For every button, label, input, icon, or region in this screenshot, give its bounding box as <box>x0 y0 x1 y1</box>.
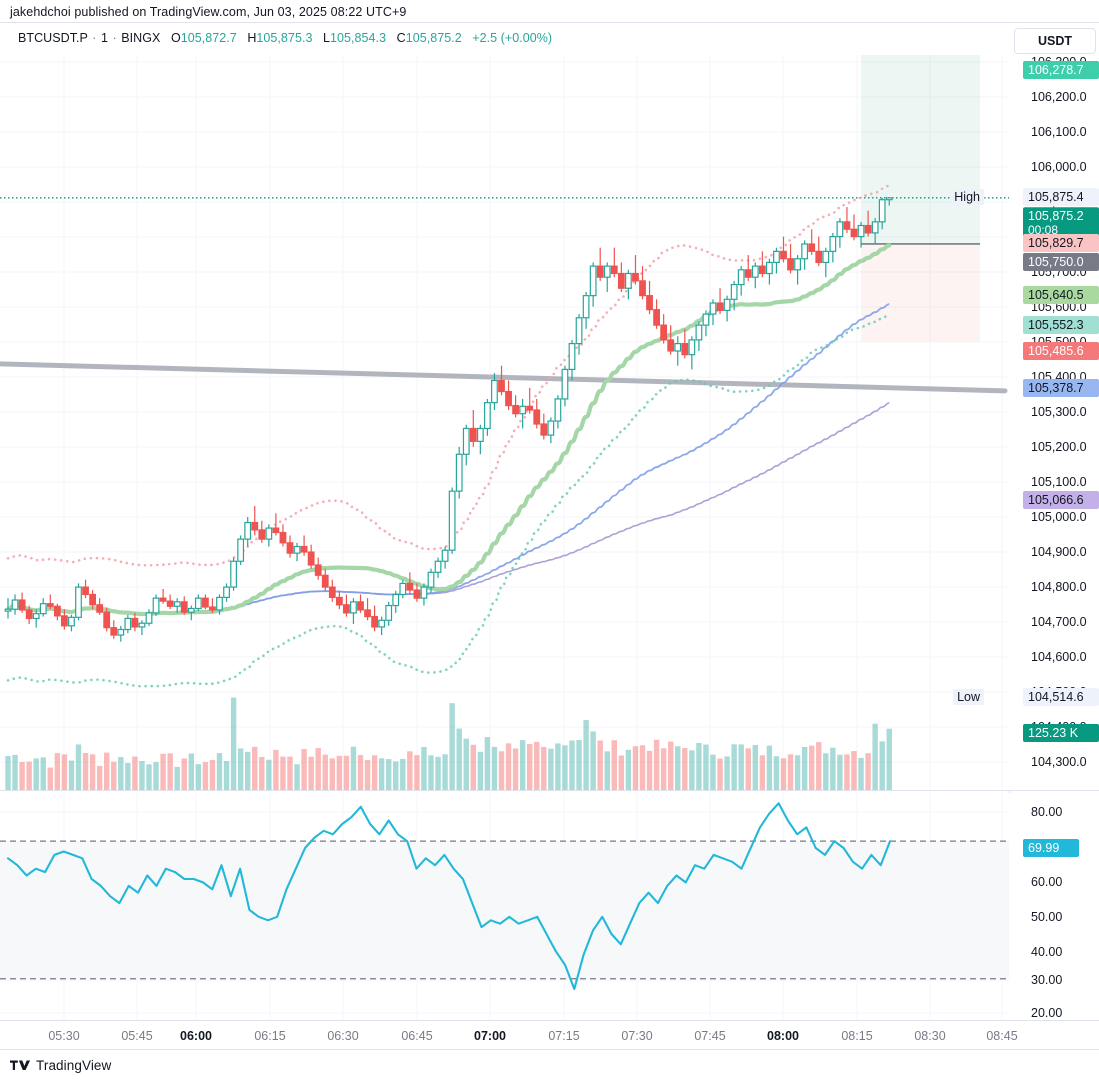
ma-purple-line <box>7 402 890 615</box>
time-tick-label: 07:30 <box>621 1029 653 1043</box>
price-chart-canvas[interactable] <box>0 55 1009 790</box>
legend-separator-1: · <box>92 31 97 45</box>
take-profit-tag[interactable]: 106,278.7 <box>1023 61 1099 79</box>
chart-legend[interactable]: BTCUSDT.P · 1 · BINGX O105,872.7 H105,87… <box>18 31 552 45</box>
rsi-tick-label: 80.00 <box>1031 805 1063 819</box>
price-tick-label: 106,000.0 <box>1031 160 1087 174</box>
ma-blue-tag[interactable]: 105,378.7 <box>1023 379 1099 397</box>
legend-open-value: 105,872.7 <box>180 31 237 45</box>
ma-purple-tag[interactable]: 105,066.6 <box>1023 491 1099 509</box>
high-marker-label: High <box>950 189 984 205</box>
legend-exchange: BINGX <box>121 31 161 45</box>
time-scale[interactable]: 05:30 05:45 06:00 06:15 06:30 06:45 07:00 07:15… <box>0 1020 1099 1050</box>
time-tick-label: 07:15 <box>548 1029 580 1043</box>
currency-unit-label: USDT <box>1014 28 1096 54</box>
lower-band-tag[interactable]: 105,552.3 <box>1023 316 1099 334</box>
rsi-tick-label: 50.00 <box>1031 910 1063 924</box>
volume-tag[interactable]: 125.23 K <box>1023 724 1099 742</box>
price-tick-label: 104,300.0 <box>1031 755 1087 769</box>
legend-high-value: 105,875.3 <box>256 31 313 45</box>
time-tick-label: 06:15 <box>254 1029 286 1043</box>
time-tick-label: 06:30 <box>327 1029 359 1043</box>
rsi-tick-label: 30.00 <box>1031 973 1063 987</box>
last-price-tag-countdown: 00:08 <box>1028 223 1059 238</box>
time-tick-label: 08:45 <box>986 1029 1018 1043</box>
legend-open-label: O <box>170 31 181 45</box>
rsi-tick-label: 60.00 <box>1031 875 1063 889</box>
high-value-tag[interactable]: 105,875.4 <box>1023 188 1099 206</box>
time-tick-label: 07:00 <box>474 1029 506 1043</box>
legend-low-value: 105,854.3 <box>330 31 387 45</box>
low-marker-label: Low <box>953 689 984 705</box>
price-tick-label: 106,200.0 <box>1031 90 1087 104</box>
legend-interval[interactable]: 1 <box>100 31 108 45</box>
tradingview-logo-icon <box>10 1060 30 1070</box>
trendline-resistance[interactable] <box>0 361 1008 394</box>
rsi-value-tag[interactable]: 69.99 <box>1023 839 1079 857</box>
legend-change: +2.5 (+0.00%) <box>472 31 553 45</box>
last-price-tag[interactable]: 105,875.2 00:08 <box>1023 207 1099 240</box>
rsi-band-fill <box>0 841 1009 979</box>
price-tick-label: 105,000.0 <box>1031 510 1087 524</box>
price-tick-label: 105,300.0 <box>1031 405 1087 419</box>
price-chart-pane[interactable] <box>0 55 1009 790</box>
legend-low-label: L <box>323 31 331 45</box>
rsi-scale[interactable]: 80.00 60.00 50.00 40.00 30.00 20.00 69.99 <box>1009 793 1099 1020</box>
legend-close-value: 105,875.2 <box>405 31 462 45</box>
price-scale[interactable]: USDT 106,300.0106,200.0106,100.0106,000.… <box>1009 28 1099 790</box>
time-tick-label: 06:00 <box>180 1029 212 1043</box>
stop-loss-tag[interactable]: 105,485.6 <box>1023 342 1099 360</box>
rsi-indicator-pane[interactable] <box>0 793 1009 1020</box>
price-tick-label: 105,100.0 <box>1031 475 1087 489</box>
long-position-tool[interactable] <box>861 55 980 342</box>
time-tick-label: 08:00 <box>767 1029 799 1043</box>
legend-symbol[interactable]: BTCUSDT.P <box>18 31 88 45</box>
rsi-line[interactable] <box>6 802 892 991</box>
last-price-tag-price: 105,875.2 <box>1028 209 1084 224</box>
time-axis-bottom-border <box>0 1049 1099 1050</box>
rsi-tick-label: 40.00 <box>1031 945 1063 959</box>
time-tick-label: 05:30 <box>48 1029 80 1043</box>
upper-band-tag[interactable]: 105,829.7 <box>1023 234 1099 252</box>
candlestick-series[interactable] <box>4 197 893 642</box>
time-axis-top-border <box>0 1020 1099 1021</box>
price-tick-label: 104,800.0 <box>1031 580 1087 594</box>
legend-close-label: C <box>396 31 406 45</box>
rsi-chart-canvas[interactable] <box>0 793 1009 1020</box>
price-tick-label: 104,700.0 <box>1031 615 1087 629</box>
tradingview-brand-label: TradingView <box>36 1058 112 1073</box>
price-tick-label: 105,200.0 <box>1031 440 1087 454</box>
time-tick-label: 08:15 <box>841 1029 873 1043</box>
time-tick-label: 05:45 <box>121 1029 153 1043</box>
pane-divider[interactable] <box>0 790 1099 791</box>
legend-separator-2: · <box>112 31 117 45</box>
attribution-text: jakehdchoi published on TradingView.com,… <box>10 5 407 19</box>
ma-green-line <box>5 243 892 617</box>
tradingview-brand[interactable]: TradingView <box>10 1058 111 1073</box>
low-value-tag[interactable]: 104,514.6 <box>1023 688 1099 706</box>
volume-histogram <box>5 697 892 790</box>
price-grid <box>0 55 1009 790</box>
price-tick-label: 106,100.0 <box>1031 125 1087 139</box>
ma-green-tag[interactable]: 105,640.5 <box>1023 286 1099 304</box>
ma-blue-line <box>7 303 890 615</box>
rsi-tick-label: 20.00 <box>1031 1006 1063 1020</box>
legend-high-label: H <box>247 31 257 45</box>
price-tick-label: 104,900.0 <box>1031 545 1087 559</box>
time-tick-label: 08:30 <box>914 1029 946 1043</box>
time-tick-label: 06:45 <box>401 1029 433 1043</box>
time-tick-label: 07:45 <box>694 1029 726 1043</box>
price-tick-label: 104,600.0 <box>1031 650 1087 664</box>
entry-price-tag[interactable]: 105,750.0 <box>1023 253 1099 271</box>
header-divider <box>0 22 1099 23</box>
